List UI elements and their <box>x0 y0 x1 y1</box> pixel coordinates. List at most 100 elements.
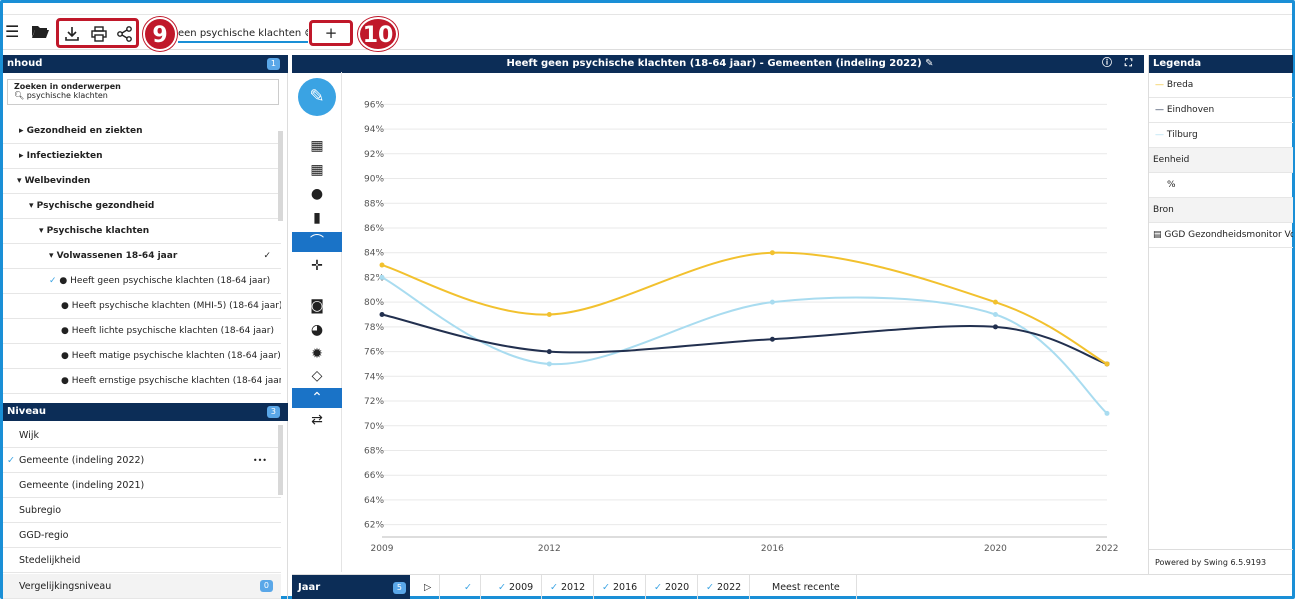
chart-header: Heeft geen psychische klachten (18-64 ja… <box>292 55 1144 73</box>
x-tick-label: 2020 <box>984 544 1007 554</box>
niveau-item-stedelijkheid[interactable]: Stedelijkheid <box>3 548 281 573</box>
year-chip-2012[interactable]: ✓ 2012 <box>542 575 595 599</box>
tree-item-ernstige[interactable]: ● Heeft ernstige psychische klachten (18… <box>3 369 281 394</box>
close-circle-icon[interactable]: ⊗ <box>304 26 308 39</box>
year-filter-bar: Jaar 5 ▷ ✓ ✓ 2009 ✓ 2012 ✓ 2016 ✓ 2020 ✓… <box>292 574 1292 599</box>
niveau-title: Niveau <box>7 406 46 417</box>
tree-label: Welbevinden <box>24 176 91 186</box>
legend-item-breda[interactable]: — Breda <box>1149 73 1293 98</box>
bron-value[interactable]: ▤ GGD Gezondheidsmonitor Vo <box>1149 223 1293 248</box>
tree-item-matige[interactable]: ● Heeft matige psychische klachten (18-6… <box>3 344 281 369</box>
line-chart-icon[interactable]: ⌒ <box>292 232 342 252</box>
pencil-icon[interactable]: ✎ <box>925 58 934 69</box>
select-all-icon[interactable]: ✓ <box>456 575 481 599</box>
y-tick-label: 84% <box>364 249 384 259</box>
more-icon[interactable]: ••• <box>252 456 267 465</box>
play-icon[interactable]: ▷ <box>416 575 441 599</box>
chart-title: Heeft geen psychische klachten (18-64 ja… <box>506 58 922 69</box>
tree-item-volwassenen[interactable]: ▾ Volwassenen 18-64 jaar ✓ <box>3 244 281 269</box>
year-chip-2016[interactable]: ✓ 2016 <box>594 575 647 599</box>
tree-label: Heeft lichte psychische klachten (18-64 … <box>71 326 274 336</box>
tree-label: Psychische klachten <box>46 226 150 236</box>
double-check-icon[interactable]: ✓ <box>263 251 271 261</box>
vergelijking-label: Vergelijkingsniveau <box>19 581 112 592</box>
tree-item-lichte[interactable]: ● Heeft lichte psychische klachten (18-6… <box>3 319 281 344</box>
bubble-chart-icon[interactable]: ● <box>310 186 324 202</box>
legend-item-tilburg[interactable]: — Tilburg <box>1149 123 1293 148</box>
y-tick-label: 68% <box>364 446 384 456</box>
data-point-eindhoven <box>992 324 998 330</box>
niveau-scrollbar[interactable] <box>278 425 283 495</box>
year-label: 2016 <box>613 582 638 593</box>
hamburger-icon[interactable]: ☰ <box>5 22 20 41</box>
print-icon[interactable] <box>91 26 107 45</box>
inhoud-scrollbar[interactable] <box>278 131 283 221</box>
swap-axes-icon[interactable]: ⇄ <box>311 412 323 428</box>
year-label: 2009 <box>509 582 534 593</box>
data-point-breda <box>769 250 775 256</box>
niveau-item-wijk[interactable]: Wijk <box>3 423 281 448</box>
scatter-crosshair-icon[interactable]: ✛ <box>311 258 323 274</box>
niveau-item-gemeente-2022[interactable]: ✓ Gemeente (indeling 2022) ••• <box>3 448 281 473</box>
left-panel: nhoud 1 Zoeken in onderwerpen 🔍︎ psychis… <box>3 55 288 599</box>
year-chip-2022[interactable]: ✓ 2022 <box>698 575 751 599</box>
tree-item-psychische-gezondheid[interactable]: ▾ Psychische gezondheid <box>3 194 281 219</box>
vergelijkingsniveau-row[interactable]: Vergelijkingsniveau 0 <box>3 574 281 599</box>
fullscreen-icon[interactable]: ⛶ <box>1125 58 1132 69</box>
y-tick-label: 70% <box>364 422 384 432</box>
meest-recente-button[interactable]: Meest recente <box>756 575 857 599</box>
tree-item-gezondheid[interactable]: ▸ Gezondheid en ziekten <box>3 119 281 144</box>
niveau-item-subregio[interactable]: Subregio <box>3 498 281 523</box>
tree-item-mhi5[interactable]: ● Heeft psychische klachten (MHI-5) (18-… <box>3 294 281 319</box>
vergelijking-count: 0 <box>259 580 273 592</box>
legend-label: Breda <box>1166 80 1194 90</box>
search-tab[interactable]: een psychische klachten ⊗ <box>178 23 308 43</box>
chart-area: 96% 94% 92% 90% 88% 86% 84% 82% 80% 78% 76% 74% 72% 7… <box>342 72 1142 572</box>
tree-item-geen-klachten[interactable]: ✓ ● Heeft geen psychische klachten (18-6… <box>3 269 281 294</box>
year-label: 2020 <box>665 582 690 593</box>
share-icon[interactable] <box>117 26 133 45</box>
tree-item-welbevinden[interactable]: ▾ Welbevinden <box>3 169 281 194</box>
year-chip-2020[interactable]: ✓ 2020 <box>646 575 699 599</box>
year-chip-2009[interactable]: ✓ 2009 <box>490 575 543 599</box>
tree-label: Volwassenen 18-64 jaar <box>56 251 178 261</box>
topic-search-field[interactable]: Zoeken in onderwerpen 🔍︎ psychische klac… <box>7 79 279 105</box>
series-line-tilburg <box>381 276 1108 415</box>
y-tick-label: 94% <box>364 125 384 135</box>
edit-pencil-icon[interactable]: ✎ <box>298 78 336 116</box>
tag-icon[interactable]: ◇ <box>311 368 323 384</box>
tree-prefix: ▸ <box>19 126 24 136</box>
x-tick-label: 2012 <box>538 544 561 554</box>
check-icon: ✓ <box>706 582 714 593</box>
jaar-header: Jaar 5 <box>292 575 410 599</box>
tree-label: Heeft geen psychische klachten (18-64 ja… <box>70 276 271 286</box>
legend-item-eindhoven[interactable]: — Eindhoven <box>1149 98 1293 123</box>
series-line-eindhoven <box>381 313 1108 365</box>
download-icon[interactable] <box>65 26 79 45</box>
table-icon[interactable]: ▦ <box>310 138 324 154</box>
tree-label: Psychische gezondheid <box>36 201 155 211</box>
bar-chart-icon[interactable]: ▮ <box>313 210 321 226</box>
palette-icon[interactable]: ◕ <box>310 322 324 338</box>
year-label: 2022 <box>717 582 742 593</box>
info-icon[interactable]: ⓘ <box>1102 58 1112 69</box>
folder-open-icon[interactable] <box>31 24 49 42</box>
data-point-tilburg <box>379 274 385 280</box>
smooth-line-icon[interactable]: ⌃ <box>292 388 342 408</box>
check-icon: ✓ <box>498 582 506 593</box>
tree-item-infectieziekten[interactable]: ▸ Infectieziekten <box>3 144 281 169</box>
niveau-count: 3 <box>266 406 280 418</box>
settings-gear-icon[interactable]: ✹ <box>311 346 323 362</box>
tree-item-psychische-klachten[interactable]: ▾ Psychische klachten <box>3 219 281 244</box>
niveau-item-gemeente-2021[interactable]: Gemeente (indeling 2021) <box>3 473 281 498</box>
tree-prefix: ▾ <box>49 251 54 261</box>
inhoud-count: 1 <box>266 58 280 70</box>
search-label: Zoeken in onderwerpen <box>14 82 121 91</box>
preview-icon[interactable]: ◙ <box>310 298 324 314</box>
legend-swatch: — <box>1155 80 1164 90</box>
pivot-table-icon[interactable]: ▦ <box>310 162 324 178</box>
niveau-item-ggd-regio[interactable]: GGD-regio <box>3 523 281 548</box>
check-icon: ✓ <box>550 582 558 593</box>
add-tab-button[interactable]: + <box>309 20 353 46</box>
